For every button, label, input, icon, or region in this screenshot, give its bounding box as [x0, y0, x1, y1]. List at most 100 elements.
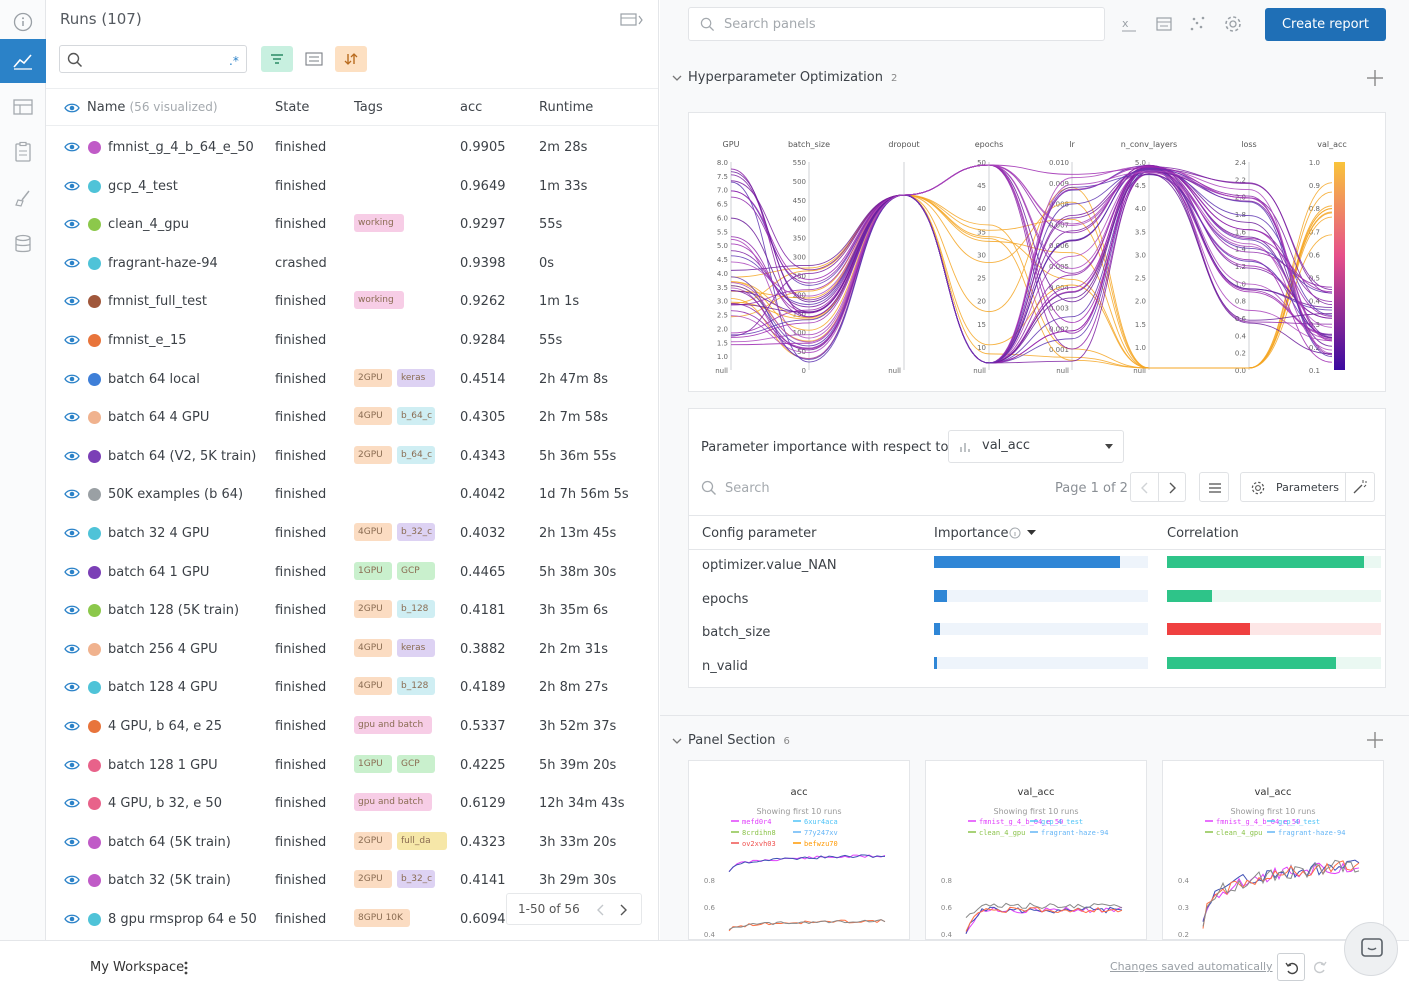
col-acc[interactable]: acc: [460, 100, 483, 115]
eye-icon[interactable]: [64, 720, 80, 732]
run-color-swatch[interactable]: [88, 797, 101, 811]
eye-icon[interactable]: [64, 604, 80, 616]
database-icon[interactable]: [0, 222, 46, 266]
eye-icon[interactable]: [64, 257, 80, 269]
eye-icon[interactable]: [64, 373, 80, 385]
run-color-swatch[interactable]: [88, 256, 101, 270]
table-row[interactable]: 4 GPU, b 32, e 50 finished 0.6129 12h 34m 4…: [46, 784, 658, 823]
run-color-swatch[interactable]: [88, 179, 101, 193]
parameters-button[interactable]: Parameters: [1240, 472, 1375, 502]
runs-search-input[interactable]: .*: [59, 45, 247, 73]
info-icon[interactable]: [1009, 527, 1021, 539]
run-tag[interactable]: GCP: [397, 754, 435, 773]
eye-icon[interactable]: [64, 874, 80, 886]
run-name[interactable]: 8 gpu rmsprop 64 e 50: [108, 912, 257, 927]
run-color-swatch[interactable]: [88, 295, 101, 309]
col-tags[interactable]: Tags: [354, 100, 383, 115]
eye-icon[interactable]: [64, 643, 80, 655]
run-color-swatch[interactable]: [88, 720, 101, 733]
run-name[interactable]: fmnist_full_test: [108, 294, 207, 310]
run-tag[interactable]: b_32_c: [397, 870, 435, 889]
x-axis-icon[interactable]: x: [1120, 15, 1138, 33]
run-tag[interactable]: 2GPU: [354, 368, 392, 387]
run-name[interactable]: batch 64 4 GPU: [108, 410, 210, 426]
line-chart-panel[interactable]: val_acc Showing first 10 runs fmnist_g_4_b…: [1162, 760, 1384, 940]
table-row[interactable]: batch 64 local finished 0.4514 2h 47m 8s 2GP…: [46, 360, 658, 399]
more-vertical-icon[interactable]: [183, 960, 189, 976]
run-tag[interactable]: 2GPU: [354, 445, 392, 464]
chevron-right-icon[interactable]: [1167, 482, 1177, 494]
table-row[interactable]: fmnist_e_15 finished 0.9284 55s: [46, 321, 658, 360]
table-row[interactable]: clean_4_gpu finished 0.9297 55s working: [46, 205, 658, 244]
table-row[interactable]: batch 64 4 GPU finished 0.4305 2h 7m 58s 4GP…: [46, 398, 658, 437]
table-row[interactable]: fmnist_g_4_b_64_e_50 finished 0.9905 2m 28s: [46, 128, 658, 167]
chevron-right-icon[interactable]: [618, 904, 628, 916]
run-name[interactable]: batch 64 (5K train): [108, 834, 231, 850]
col-runtime[interactable]: Runtime: [539, 100, 594, 115]
eye-icon[interactable]: [64, 180, 80, 192]
panel-search-input[interactable]: Search panels: [688, 7, 1105, 41]
run-color-swatch[interactable]: [88, 141, 101, 154]
add-panel-icon[interactable]: [1366, 731, 1384, 749]
run-color-swatch[interactable]: [88, 218, 101, 232]
eye-icon[interactable]: [64, 759, 80, 771]
run-color-swatch[interactable]: [88, 874, 101, 888]
line-chart-panel[interactable]: val_acc Showing first 10 runs fmnist_g_4_b…: [925, 760, 1147, 940]
run-tag[interactable]: 4GPU: [354, 677, 392, 696]
col-correlation[interactable]: Correlation: [1167, 526, 1239, 541]
redo-icon[interactable]: [1312, 959, 1328, 975]
run-tag[interactable]: gpu and batch: [354, 716, 432, 734]
run-name[interactable]: fmnist_e_15: [108, 333, 187, 348]
group-button[interactable]: [298, 46, 330, 72]
run-tag[interactable]: keras: [397, 638, 435, 657]
run-tag[interactable]: GCP: [397, 561, 435, 580]
run-tag[interactable]: 4GPU: [354, 638, 392, 657]
table-row[interactable]: 8 gpu rmsprop 64 e 50 finished 0.6094 8GPU …: [46, 900, 658, 939]
table-row[interactable]: batch 32 (5K train) finished 0.4141 3h 29m …: [46, 861, 658, 900]
run-name[interactable]: clean_4_gpu: [108, 217, 189, 233]
table-icon[interactable]: [0, 85, 46, 129]
table-row[interactable]: gcp_4_test finished 0.9649 1m 33s: [46, 167, 658, 206]
table-row[interactable]: batch 128 (5K train) finished 0.4181 3h 35m…: [46, 591, 658, 630]
charts-icon[interactable]: [0, 39, 46, 83]
run-tag[interactable]: b_64_c: [397, 445, 435, 464]
list-view-button[interactable]: [1199, 472, 1229, 502]
run-color-swatch[interactable]: [88, 449, 101, 463]
run-color-swatch[interactable]: [88, 758, 101, 772]
workspace-name[interactable]: My Workspace: [90, 960, 185, 975]
info-icon[interactable]: [0, 0, 46, 44]
run-color-swatch[interactable]: [88, 372, 101, 386]
eye-icon[interactable]: [64, 566, 80, 578]
run-name[interactable]: batch 64 1 GPU: [108, 564, 210, 580]
create-report-button[interactable]: Create report: [1265, 8, 1386, 41]
eye-icon[interactable]: [64, 334, 80, 346]
eye-icon[interactable]: [64, 218, 80, 230]
eye-icon[interactable]: [64, 913, 80, 925]
sort-button[interactable]: [335, 46, 367, 72]
run-name[interactable]: batch 128 1 GPU: [108, 757, 218, 773]
chevron-left-icon[interactable]: [1140, 482, 1150, 494]
undo-button[interactable]: [1277, 953, 1305, 981]
eye-icon[interactable]: [64, 681, 80, 693]
gear-icon[interactable]: [1223, 14, 1243, 34]
run-name[interactable]: gcp_4_test: [108, 178, 178, 194]
run-tag[interactable]: b_64_c: [397, 407, 435, 426]
run-color-swatch[interactable]: [88, 527, 101, 540]
line-chart-panel[interactable]: acc Showing first 10 runs mefd0r4 6xur4aca 8…: [688, 760, 910, 940]
run-name[interactable]: batch 64 (V2, 5K train): [108, 448, 257, 464]
run-name[interactable]: 4 GPU, b 64, e 25: [108, 719, 222, 734]
table-row[interactable]: fmnist_full_test finished 0.9262 1m 1s worki…: [46, 282, 658, 321]
filter-button[interactable]: [261, 46, 293, 72]
sweep-brush-icon[interactable]: [0, 176, 46, 220]
table-row[interactable]: batch 32 4 GPU finished 0.4032 2h 13m 45s 4G…: [46, 514, 658, 553]
run-name[interactable]: fmnist_g_4_b_64_e_50: [108, 140, 254, 155]
run-tag[interactable]: 8GPU 10K: [354, 909, 410, 927]
layout-icon[interactable]: [1154, 14, 1174, 34]
table-row[interactable]: batch 128 4 GPU finished 0.4189 2h 8m 27s 4G…: [46, 668, 658, 707]
run-tag[interactable]: full_da: [397, 831, 447, 850]
regex-icon[interactable]: .*: [228, 53, 242, 67]
chevron-left-icon[interactable]: [596, 904, 606, 916]
run-name[interactable]: batch 32 (5K train): [108, 873, 231, 889]
table-row[interactable]: batch 64 1 GPU finished 0.4465 5h 38m 30s 1G…: [46, 553, 658, 592]
run-tag[interactable]: b_128: [397, 677, 435, 696]
